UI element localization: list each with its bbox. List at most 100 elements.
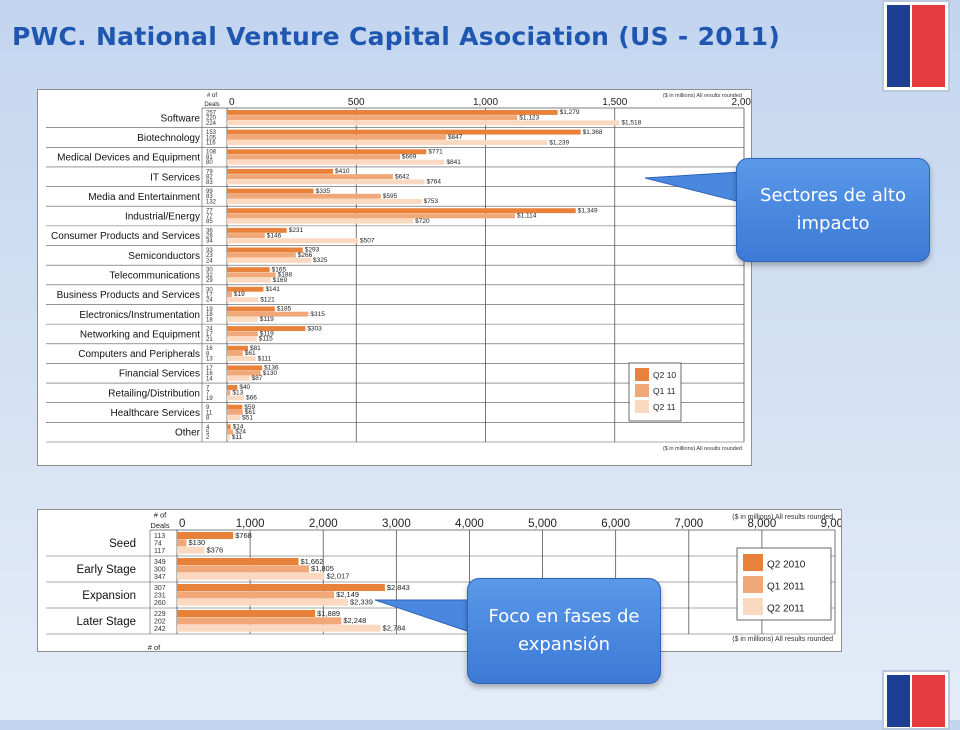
deals-count: 108 [206,150,217,156]
bar-value-label: $771 [428,148,443,155]
bar [227,316,258,322]
bar-value-label: $51 [242,414,253,421]
bar [227,286,264,292]
callout1-pointer [644,171,741,203]
bar [227,311,309,317]
deals-count: 30 [206,287,213,293]
category-label: Computers and Peripherals [78,349,200,360]
bar-value-label: $146 [267,232,282,239]
category-label: Seed [109,538,136,550]
deals-count: 11 [206,410,213,416]
bar [227,110,558,115]
bar [227,404,243,410]
legend-label: Q2 2010 [767,559,806,570]
bar [227,434,230,440]
deals-count: 24 [206,258,213,264]
flag-red-stripe [912,5,945,87]
category-label: Semiconductors [128,251,200,262]
deals-count: 229 [154,611,166,618]
deals-count: 18 [206,317,213,323]
deals-count: 300 [154,567,166,574]
expansion-callout: Foco en fases de expansión [467,578,661,684]
deals-count: 17 [206,366,213,372]
bar-value-label: $2,784 [383,624,406,633]
x-tick-label: 3,000 [382,518,411,530]
bar [177,598,349,606]
category-label: Other [175,428,201,439]
category-label: Networking and Equipment [80,329,200,340]
bar-value-label: $293 [305,247,320,254]
deals-count: 99 [206,189,213,195]
bar [227,218,414,224]
bar [227,415,241,421]
bar [227,120,620,126]
bar [227,154,400,160]
deals-count: 21 [206,337,213,343]
units-note-bottom: ($ in millions) All results rounded [663,446,742,452]
deals-count: 77 [206,214,213,220]
bar-value-label: $768 [235,531,252,540]
bar-value-label: $410 [335,168,350,175]
deals-count: 34 [206,239,213,245]
category-label: Biotechnology [137,133,200,144]
bar-value-label: $315 [310,311,325,318]
flag-blue-stripe [887,5,910,87]
bar [227,247,303,253]
bar [227,115,518,121]
bar [177,572,325,580]
bar-value-label: $165 [272,266,287,273]
bar-value-label: $720 [415,218,430,225]
deals-count: 18 [206,312,213,318]
deals-count: 307 [154,585,166,592]
bar [227,395,245,401]
sector-investment-chart: 0 500 1,000 1,500 2,000 # of Deals ($ in millio… [37,89,752,466]
bar-value-label: $130 [263,370,278,377]
x-tick-label: 6,000 [601,518,630,530]
bar-value-label: $121 [260,296,275,303]
x-tick-label: 2,000 [309,518,338,530]
deals-count: 30 [206,268,213,274]
deals-count: 220 [206,116,217,122]
deals-count: 19 [206,307,213,313]
bar [227,188,314,194]
deals-header: Deals [204,102,219,108]
bar [227,409,243,415]
bar [227,356,256,362]
deals-count: 28 [206,234,213,240]
category-label: Consumer Products and Services [51,231,200,242]
x-tick-label: 4,000 [455,518,484,530]
x-tick-label: 1,000 [473,97,498,108]
bar [177,539,187,547]
deals-count: 116 [206,141,216,147]
bar [227,238,359,244]
deals-count: 16 [206,371,213,377]
deals-count: 2 [206,435,210,441]
bar-value-label: $136 [264,365,279,372]
deals-count: 77 [206,209,213,215]
bar-value-label: $841 [446,159,461,166]
flag-blue-stripe [887,675,910,727]
units-note: ($ in millions) All results rounded [732,514,833,521]
high-impact-callout: Sectores de alto impacto [736,158,930,262]
bar [227,331,258,337]
bar-value-label: $119 [260,316,274,323]
bar-value-label: $847 [448,134,463,141]
bar [227,129,581,135]
bar [177,624,381,632]
bar [227,365,263,371]
bar [177,546,205,554]
legend-swatch [743,598,763,615]
flag-red-stripe [912,675,945,727]
bar-value-label: $185 [277,306,292,313]
bar [227,233,265,239]
bar-value-label: $111 [258,355,272,362]
chile-flag-icon [882,0,950,92]
bar-value-label: $335 [316,188,331,195]
deals-count: 5 [206,430,210,436]
bar [227,257,312,263]
bar-value-label: $2,339 [350,598,373,607]
bar [227,149,427,155]
callout2-line2: expansión [517,634,611,655]
bar-value-label: $119 [260,331,274,338]
category-label: Financial Services [119,369,200,380]
